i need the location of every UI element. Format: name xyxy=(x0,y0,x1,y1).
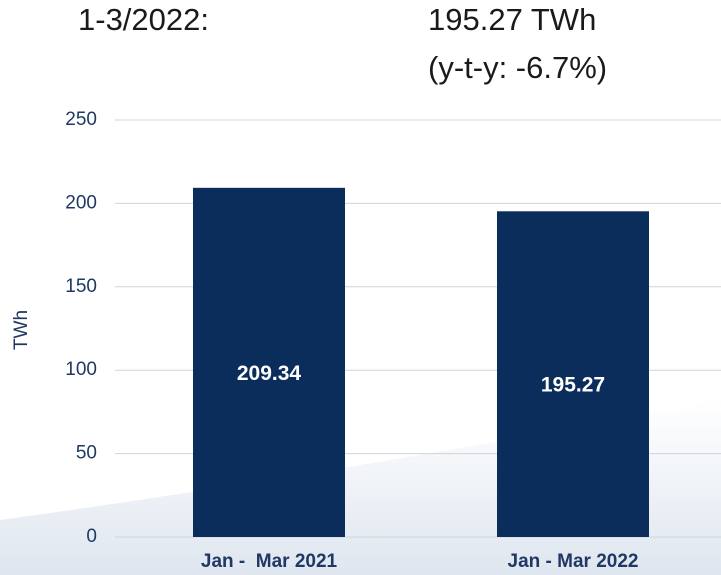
y-tick-label: 100 xyxy=(65,359,97,380)
value-label: 195.27 xyxy=(541,374,605,397)
y-tick-label: 0 xyxy=(86,526,97,547)
y-axis-label: TWh xyxy=(11,310,32,350)
value-label: 209.34 xyxy=(237,362,302,385)
x-tick-label: Jan - Mar 2021 xyxy=(201,551,338,572)
bar xyxy=(497,211,649,537)
y-tick-label: 250 xyxy=(65,109,97,130)
x-tick-label: Jan - Mar 2022 xyxy=(508,551,639,572)
y-tick-label: 50 xyxy=(76,443,97,464)
y-tick-label: 150 xyxy=(65,276,97,297)
chart-title: 1-3/2022: xyxy=(78,2,209,37)
annotation: 195.27 TWh xyxy=(428,2,596,37)
annotation: (y-t-y: -6.7%) xyxy=(428,50,607,85)
bar xyxy=(193,187,345,538)
y-tick-label: 200 xyxy=(65,192,97,213)
